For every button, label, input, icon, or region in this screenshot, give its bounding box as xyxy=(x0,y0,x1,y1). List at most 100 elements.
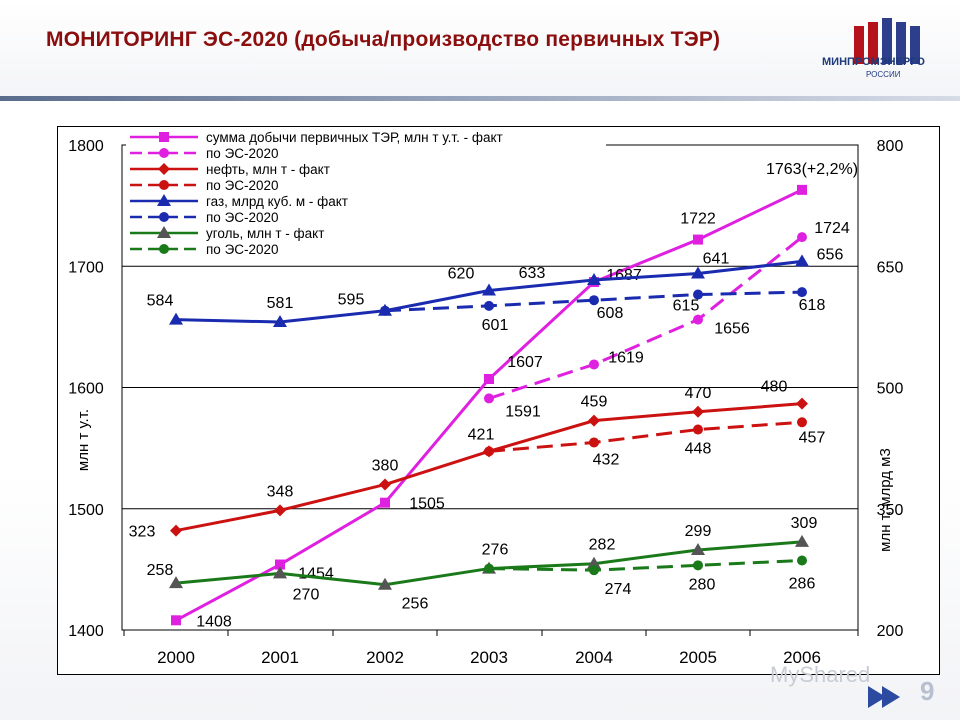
legend-marker-coal-plan xyxy=(159,244,169,254)
legend-label: нефть, млн т - факт xyxy=(206,162,330,177)
point-oil xyxy=(796,397,808,410)
point-oil xyxy=(588,414,600,427)
point-sum-plan xyxy=(484,393,494,404)
data-label-oil: 470 xyxy=(685,385,712,402)
point-sum-plan xyxy=(589,359,599,370)
page-number: 9 xyxy=(920,676,935,706)
point-gas-plan xyxy=(797,287,807,298)
point-sum xyxy=(484,374,494,385)
legend-label: газ, млрд куб. м - факт xyxy=(206,194,348,209)
building-columns-icon xyxy=(854,18,920,64)
data-label-oil: 323 xyxy=(129,524,156,541)
slide-title: МОНИТОРИНГ ЭС-2020 (добыча/производство … xyxy=(46,28,721,51)
y-left-tick-label: 1400 xyxy=(68,623,104,640)
data-label-coal-plan: 286 xyxy=(789,575,816,592)
data-label-oil: 480 xyxy=(761,379,788,396)
y-right-tick-label: 350 xyxy=(877,502,904,519)
data-label-gas: 584 xyxy=(147,293,174,310)
data-label-coal: 256 xyxy=(402,596,429,613)
data-label-sum-plan: 1656 xyxy=(714,321,750,338)
data-label-coal-plan: 274 xyxy=(605,581,632,598)
data-label-gas-plan: 601 xyxy=(482,317,509,334)
point-sum xyxy=(693,234,703,245)
data-label-gas-plan: 608 xyxy=(597,305,624,322)
y-right-tick-label: 800 xyxy=(877,138,904,155)
point-oil xyxy=(379,478,391,491)
y-left-axis-label: млн т у.т. xyxy=(75,409,92,471)
legend-box xyxy=(126,128,606,260)
y-right-tick-label: 200 xyxy=(877,623,904,640)
point-sum xyxy=(275,559,285,570)
x-tick-label: 2000 xyxy=(157,648,195,667)
data-label-coal: 309 xyxy=(791,515,818,532)
legend-label: по ЭС-2020 xyxy=(206,242,279,257)
data-label-gas-plan: 618 xyxy=(799,297,826,314)
logo-subtext: РОССИИ xyxy=(866,70,901,79)
point-coal-plan xyxy=(693,560,703,571)
legend-marker-sum xyxy=(159,132,169,142)
x-tick-label: 2001 xyxy=(261,648,299,667)
data-label-gas: 581 xyxy=(267,295,294,312)
point-coal xyxy=(273,566,287,579)
legend-marker-oil-plan xyxy=(159,180,169,190)
data-label-sum: 1607 xyxy=(507,354,543,371)
series-line-oil-plan xyxy=(488,420,803,453)
slide-header xyxy=(0,0,960,100)
point-gas xyxy=(482,283,496,296)
data-label-gas: 620 xyxy=(448,266,475,283)
point-coal xyxy=(169,576,183,589)
point-sum xyxy=(171,615,181,626)
data-label-oil: 348 xyxy=(267,483,294,500)
data-label-gas: 656 xyxy=(817,246,844,263)
data-label-coal: 270 xyxy=(293,586,320,603)
data-label-coal: 299 xyxy=(685,523,712,540)
data-label-coal-plan: 280 xyxy=(689,576,716,593)
point-oil xyxy=(692,405,704,418)
point-sum xyxy=(797,184,807,195)
data-label-oil-plan: 432 xyxy=(593,451,620,468)
legend-marker-gas xyxy=(157,194,171,206)
data-label-gas: 595 xyxy=(338,292,365,309)
legend-label: сумма добычи первичных ТЭР, млн т у.т. -… xyxy=(206,130,503,145)
point-sum xyxy=(380,497,390,508)
point-gas-plan xyxy=(589,295,599,306)
data-label-sum: 1722 xyxy=(680,211,716,228)
data-label-sum-plan: 1619 xyxy=(608,349,644,366)
logo-text: МИНПРОМЭНЕРГО xyxy=(822,56,925,68)
point-gas xyxy=(273,315,287,328)
series-line-sum-plan xyxy=(488,235,803,400)
point-sum-plan xyxy=(797,232,807,243)
point-gas xyxy=(587,272,601,285)
data-label-gas: 641 xyxy=(703,251,730,268)
legend-marker-sum-plan xyxy=(159,148,169,158)
next-slide-arrow-icon[interactable] xyxy=(866,682,910,712)
y-left-tick-label: 1800 xyxy=(68,138,104,155)
x-tick-label: 2006 xyxy=(783,648,821,667)
y-left-tick-label: 1700 xyxy=(68,259,104,276)
point-coal-plan xyxy=(484,563,494,574)
watermark: MyShared xyxy=(770,662,871,687)
legend-label: по ЭС-2020 xyxy=(206,146,279,161)
point-gas xyxy=(795,254,809,267)
point-oil-plan xyxy=(797,417,807,428)
point-coal xyxy=(587,556,601,569)
data-label-sum: 1408 xyxy=(196,613,232,630)
x-tick-label: 2003 xyxy=(470,648,508,667)
point-gas xyxy=(691,266,705,279)
point-coal xyxy=(691,542,705,555)
point-sum-plan xyxy=(693,314,703,325)
data-label-oil-plan: 448 xyxy=(685,441,712,458)
data-label-sum: 1763(+2,2%) xyxy=(766,161,858,178)
data-label-gas: 633 xyxy=(519,265,546,282)
point-gas xyxy=(169,312,183,325)
y-right-axis-label: млн т, млрд м3 xyxy=(877,448,894,552)
legend-label: уголь, млн т - факт xyxy=(206,226,324,241)
x-tick-label: 2002 xyxy=(366,648,404,667)
data-label-sum-plan: 1591 xyxy=(505,403,541,420)
point-oil-plan xyxy=(589,437,599,448)
y-left-tick-label: 1500 xyxy=(68,502,104,519)
data-label-oil-plan: 457 xyxy=(799,429,826,446)
y-right-tick-label: 650 xyxy=(877,259,904,276)
data-label-oil: 380 xyxy=(372,458,399,475)
